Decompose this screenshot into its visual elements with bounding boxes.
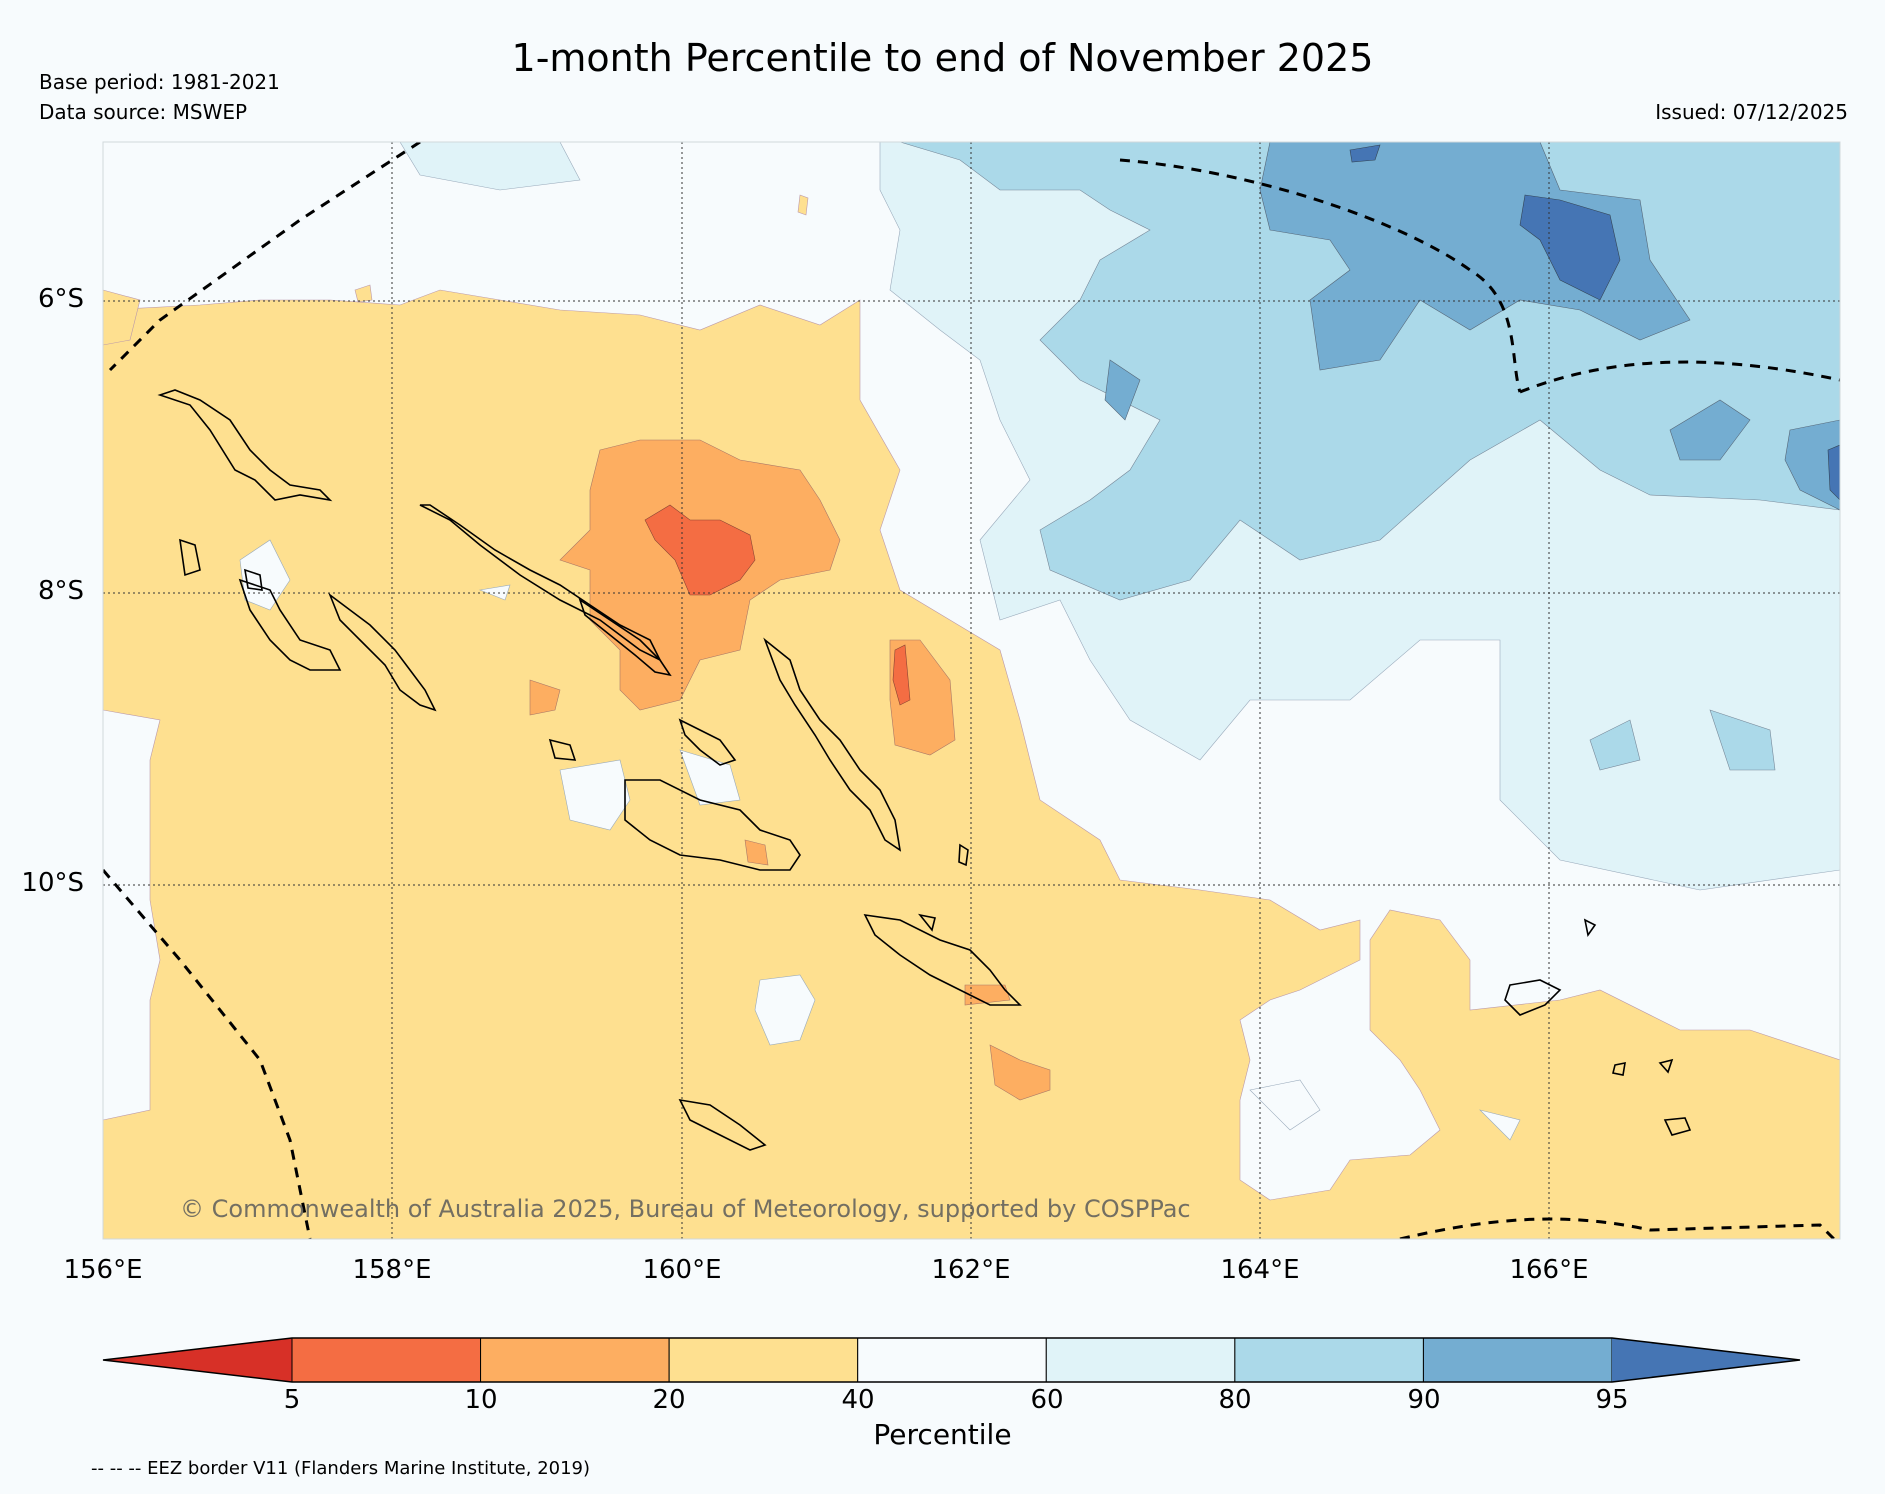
island-rennell: [678, 1098, 767, 1151]
map-border: [102, 141, 1841, 1240]
colorbar-label: Percentile: [873, 1418, 1012, 1451]
colorbar-bin-5-10: [291, 1337, 482, 1383]
region-80-90-south: [1589, 709, 1776, 771]
colorbar-tick-95: 95: [1595, 1385, 1629, 1415]
island-new-georgia: [328, 592, 437, 712]
data-source: Data source: MSWEP: [39, 100, 248, 124]
eez-footnote: -- -- -- EEZ border V11 (Flanders Marine…: [91, 1458, 591, 1479]
island-isabel: [578, 598, 672, 677]
lat-label-6s: 6°S: [37, 284, 84, 314]
island-shortland: [238, 578, 342, 671]
region-60-80-north: [399, 142, 581, 191]
lon-label-166e: 166°E: [1509, 1255, 1589, 1285]
lat-label-10s: 10°S: [21, 868, 84, 898]
map-title: 1-month Percentile to end of November 20…: [511, 36, 1374, 80]
colorbar-extend-low: [103, 1338, 292, 1382]
island-choiseul: [419, 504, 662, 662]
colorbar-tick-80: 80: [1218, 1385, 1252, 1415]
colorbar-tick-40: 40: [841, 1385, 875, 1415]
island-bougainville: [157, 389, 333, 502]
colorbar: [102, 1337, 1801, 1383]
colorbar-bin-40-60: [857, 1337, 1047, 1383]
island-santa-cruz: [1504, 979, 1562, 1016]
island-makira: [863, 913, 1022, 1006]
colorbar-tick-20: 20: [652, 1385, 686, 1415]
colorbar-extend-high: [1612, 1338, 1800, 1382]
lon-label-164e: 164°E: [1220, 1255, 1300, 1285]
region-90-95: [1259, 142, 1691, 371]
island-malaita: [763, 637, 902, 852]
colorbar-tick-60: 60: [1030, 1385, 1064, 1415]
neutral-hole-4: [1249, 1079, 1521, 1141]
issued-date: Issued: 07/12/2025: [1655, 100, 1848, 124]
island-small-1: [1612, 1058, 1692, 1136]
colorbar-tick-10: 10: [464, 1385, 498, 1415]
region-90-95-east: [1104, 359, 1840, 511]
region-above-95: [1349, 144, 1840, 501]
coastlines: [157, 389, 1692, 1151]
island-small-2: [179, 538, 1597, 937]
island-guadalcanal: [624, 779, 801, 871]
region-5-10: [644, 504, 911, 706]
colorbar-bin-60-80: [1045, 1337, 1236, 1383]
base-period: Base period: 1981-2021: [39, 70, 280, 94]
colorbar-bin-80-90: [1234, 1337, 1424, 1383]
colorbar-bin-20-40: [668, 1337, 859, 1383]
neutral-hole-1: [754, 974, 816, 1046]
colorbar-tick-90: 90: [1407, 1385, 1441, 1415]
copyright-notice: © Commonwealth of Australia 2025, Bureau…: [180, 1195, 1191, 1223]
island-florida: [678, 718, 737, 766]
colorbar-tick-5: 5: [283, 1385, 301, 1415]
lat-label-8s: 8°S: [37, 576, 84, 606]
lon-label-156e: 156°E: [63, 1255, 143, 1285]
lon-label-158e: 158°E: [352, 1255, 432, 1285]
colorbar-bin-90-95: [1422, 1337, 1613, 1383]
colorbar-bin-10-20: [480, 1337, 670, 1383]
region-20-40: [103, 289, 1840, 1239]
region-10-20-b: [529, 639, 1051, 1101]
lon-label-160e: 160°E: [642, 1255, 722, 1285]
lon-label-162e: 162°E: [931, 1255, 1011, 1285]
region-20-40-nw: [103, 194, 809, 346]
map-frame: [103, 142, 1840, 1239]
eez-borders: [103, 142, 1840, 1239]
